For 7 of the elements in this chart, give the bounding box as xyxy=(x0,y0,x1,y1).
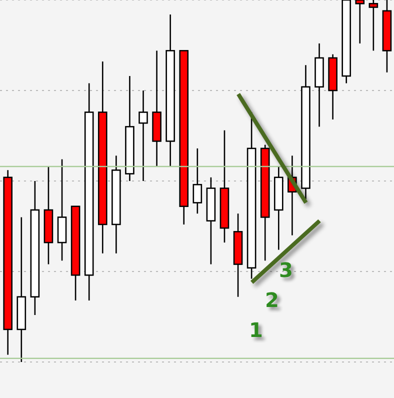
annotation: 2 xyxy=(265,288,279,312)
annotation: 1 xyxy=(249,318,263,342)
candlestick xyxy=(192,148,202,214)
candlestick xyxy=(368,0,378,52)
annotation: 3 xyxy=(279,258,293,282)
candlestick xyxy=(355,0,365,44)
candlestick xyxy=(138,90,148,182)
